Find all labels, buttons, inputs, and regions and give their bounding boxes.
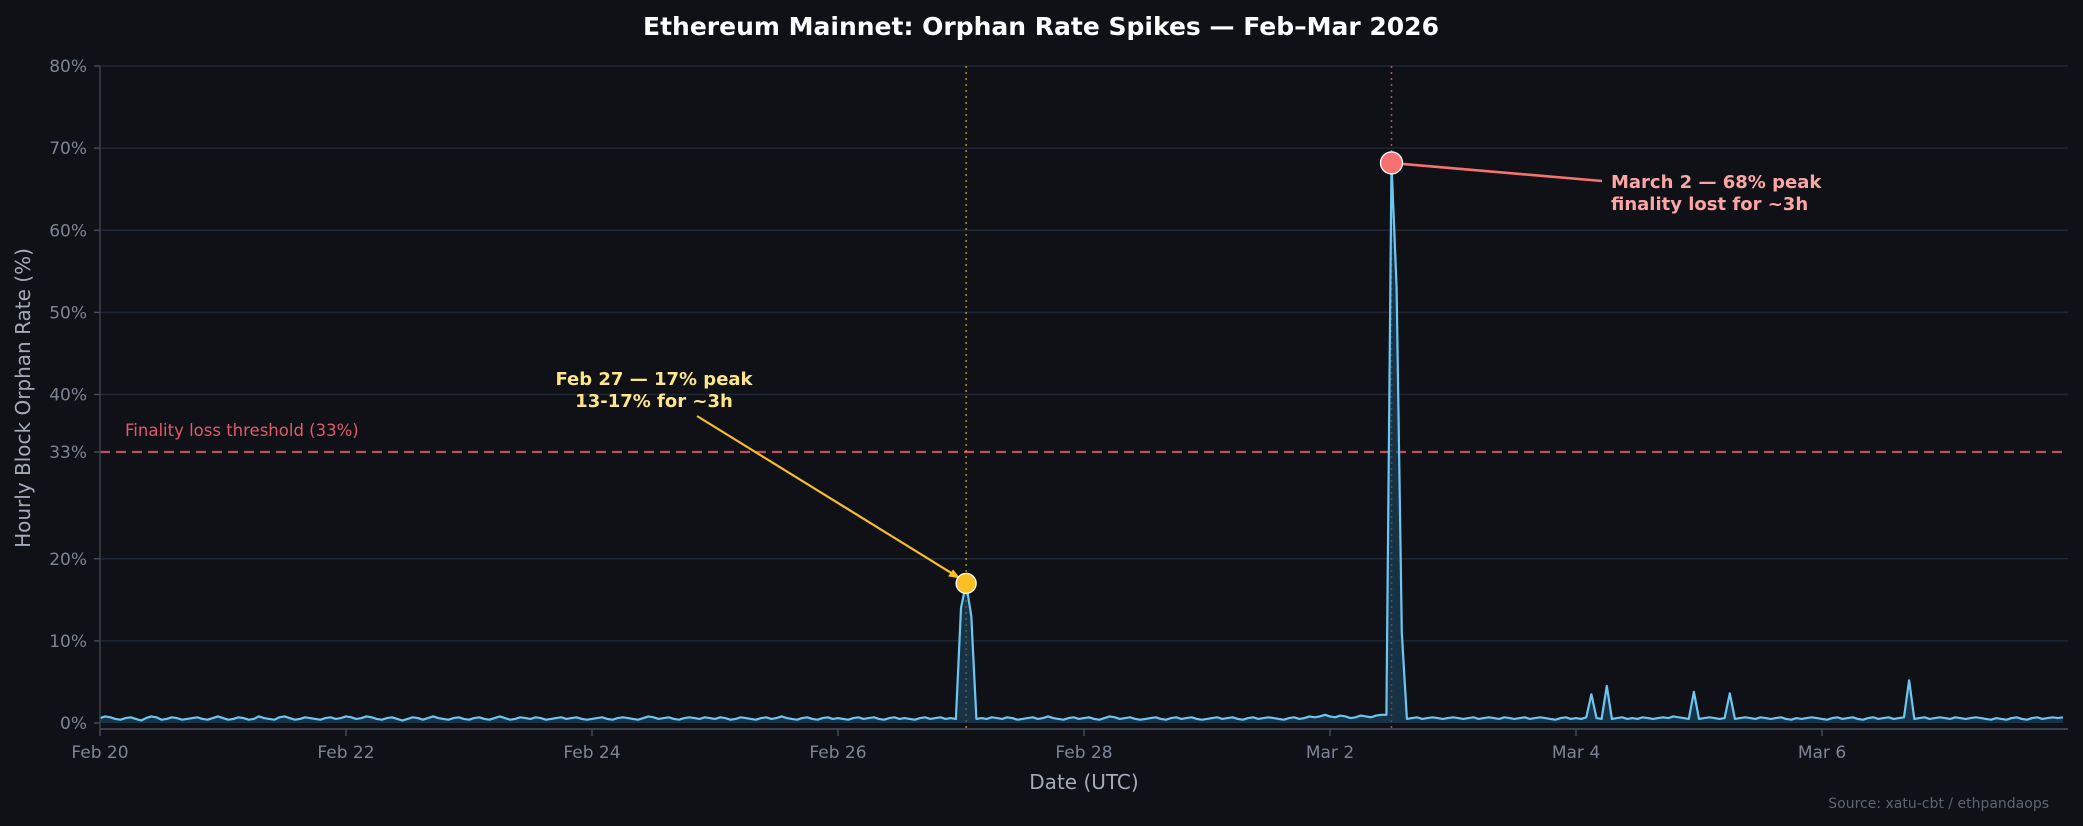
y-tick-label: 50% bbox=[49, 303, 87, 323]
mar2-annotation-line1: March 2 — 68% peak bbox=[1611, 172, 1822, 193]
y-tick-label: 20% bbox=[49, 550, 87, 570]
x-tick-label: Feb 22 bbox=[317, 743, 374, 763]
feb27-peak-marker bbox=[955, 572, 977, 595]
x-tick-label: Feb 26 bbox=[809, 743, 866, 763]
grid bbox=[100, 65, 2068, 642]
y-tick-label: 10% bbox=[49, 632, 87, 652]
x-tick-label: Feb 20 bbox=[71, 743, 128, 763]
feb27-annotation-line2: 13-17% for ~3h bbox=[575, 391, 733, 412]
mar2-peak-marker bbox=[1379, 151, 1404, 175]
y-tick-label: 40% bbox=[49, 386, 87, 406]
threshold-label: Finality loss threshold (33%) bbox=[125, 421, 359, 440]
series-line bbox=[99, 161, 2064, 722]
mar2-arrow bbox=[1402, 162, 1603, 183]
feb27-arrowhead bbox=[948, 569, 961, 579]
axes: 0% 10% 20% 33% 40% 50% 60% 70% 80% Feb 20 Feb 22 Fe… bbox=[49, 57, 2068, 763]
x-axis-label: Date (UTC) bbox=[1029, 770, 1138, 794]
y-tick-label: 0% bbox=[60, 714, 87, 734]
feb27-annotation-line1: Feb 27 — 17% peak bbox=[555, 369, 753, 390]
x-tick-label: Mar 2 bbox=[1306, 743, 1354, 763]
x-tick-label: Mar 4 bbox=[1552, 743, 1600, 763]
plot-area: Finality loss threshold (33%) bbox=[99, 66, 2068, 729]
y-tick-label: 70% bbox=[49, 139, 87, 159]
chart-title: Ethereum Mainnet: Orphan Rate Spikes — F… bbox=[643, 12, 1439, 41]
y-tick-label: 33% bbox=[49, 443, 87, 463]
y-tick-label: 80% bbox=[49, 57, 87, 77]
mar2-annotation-line2: finality lost for ~3h bbox=[1611, 194, 1808, 215]
y-tick-label: 60% bbox=[49, 221, 87, 241]
x-tick-label: Feb 28 bbox=[1055, 743, 1112, 763]
feb27-arrow bbox=[696, 415, 961, 580]
y-axis-label: Hourly Block Orphan Rate (%) bbox=[11, 248, 35, 548]
x-tick-label: Feb 24 bbox=[563, 743, 620, 763]
source-note: Source: xatu-cbt / ethpandaops bbox=[1828, 796, 2049, 812]
x-tick-label: Mar 6 bbox=[1798, 743, 1846, 763]
